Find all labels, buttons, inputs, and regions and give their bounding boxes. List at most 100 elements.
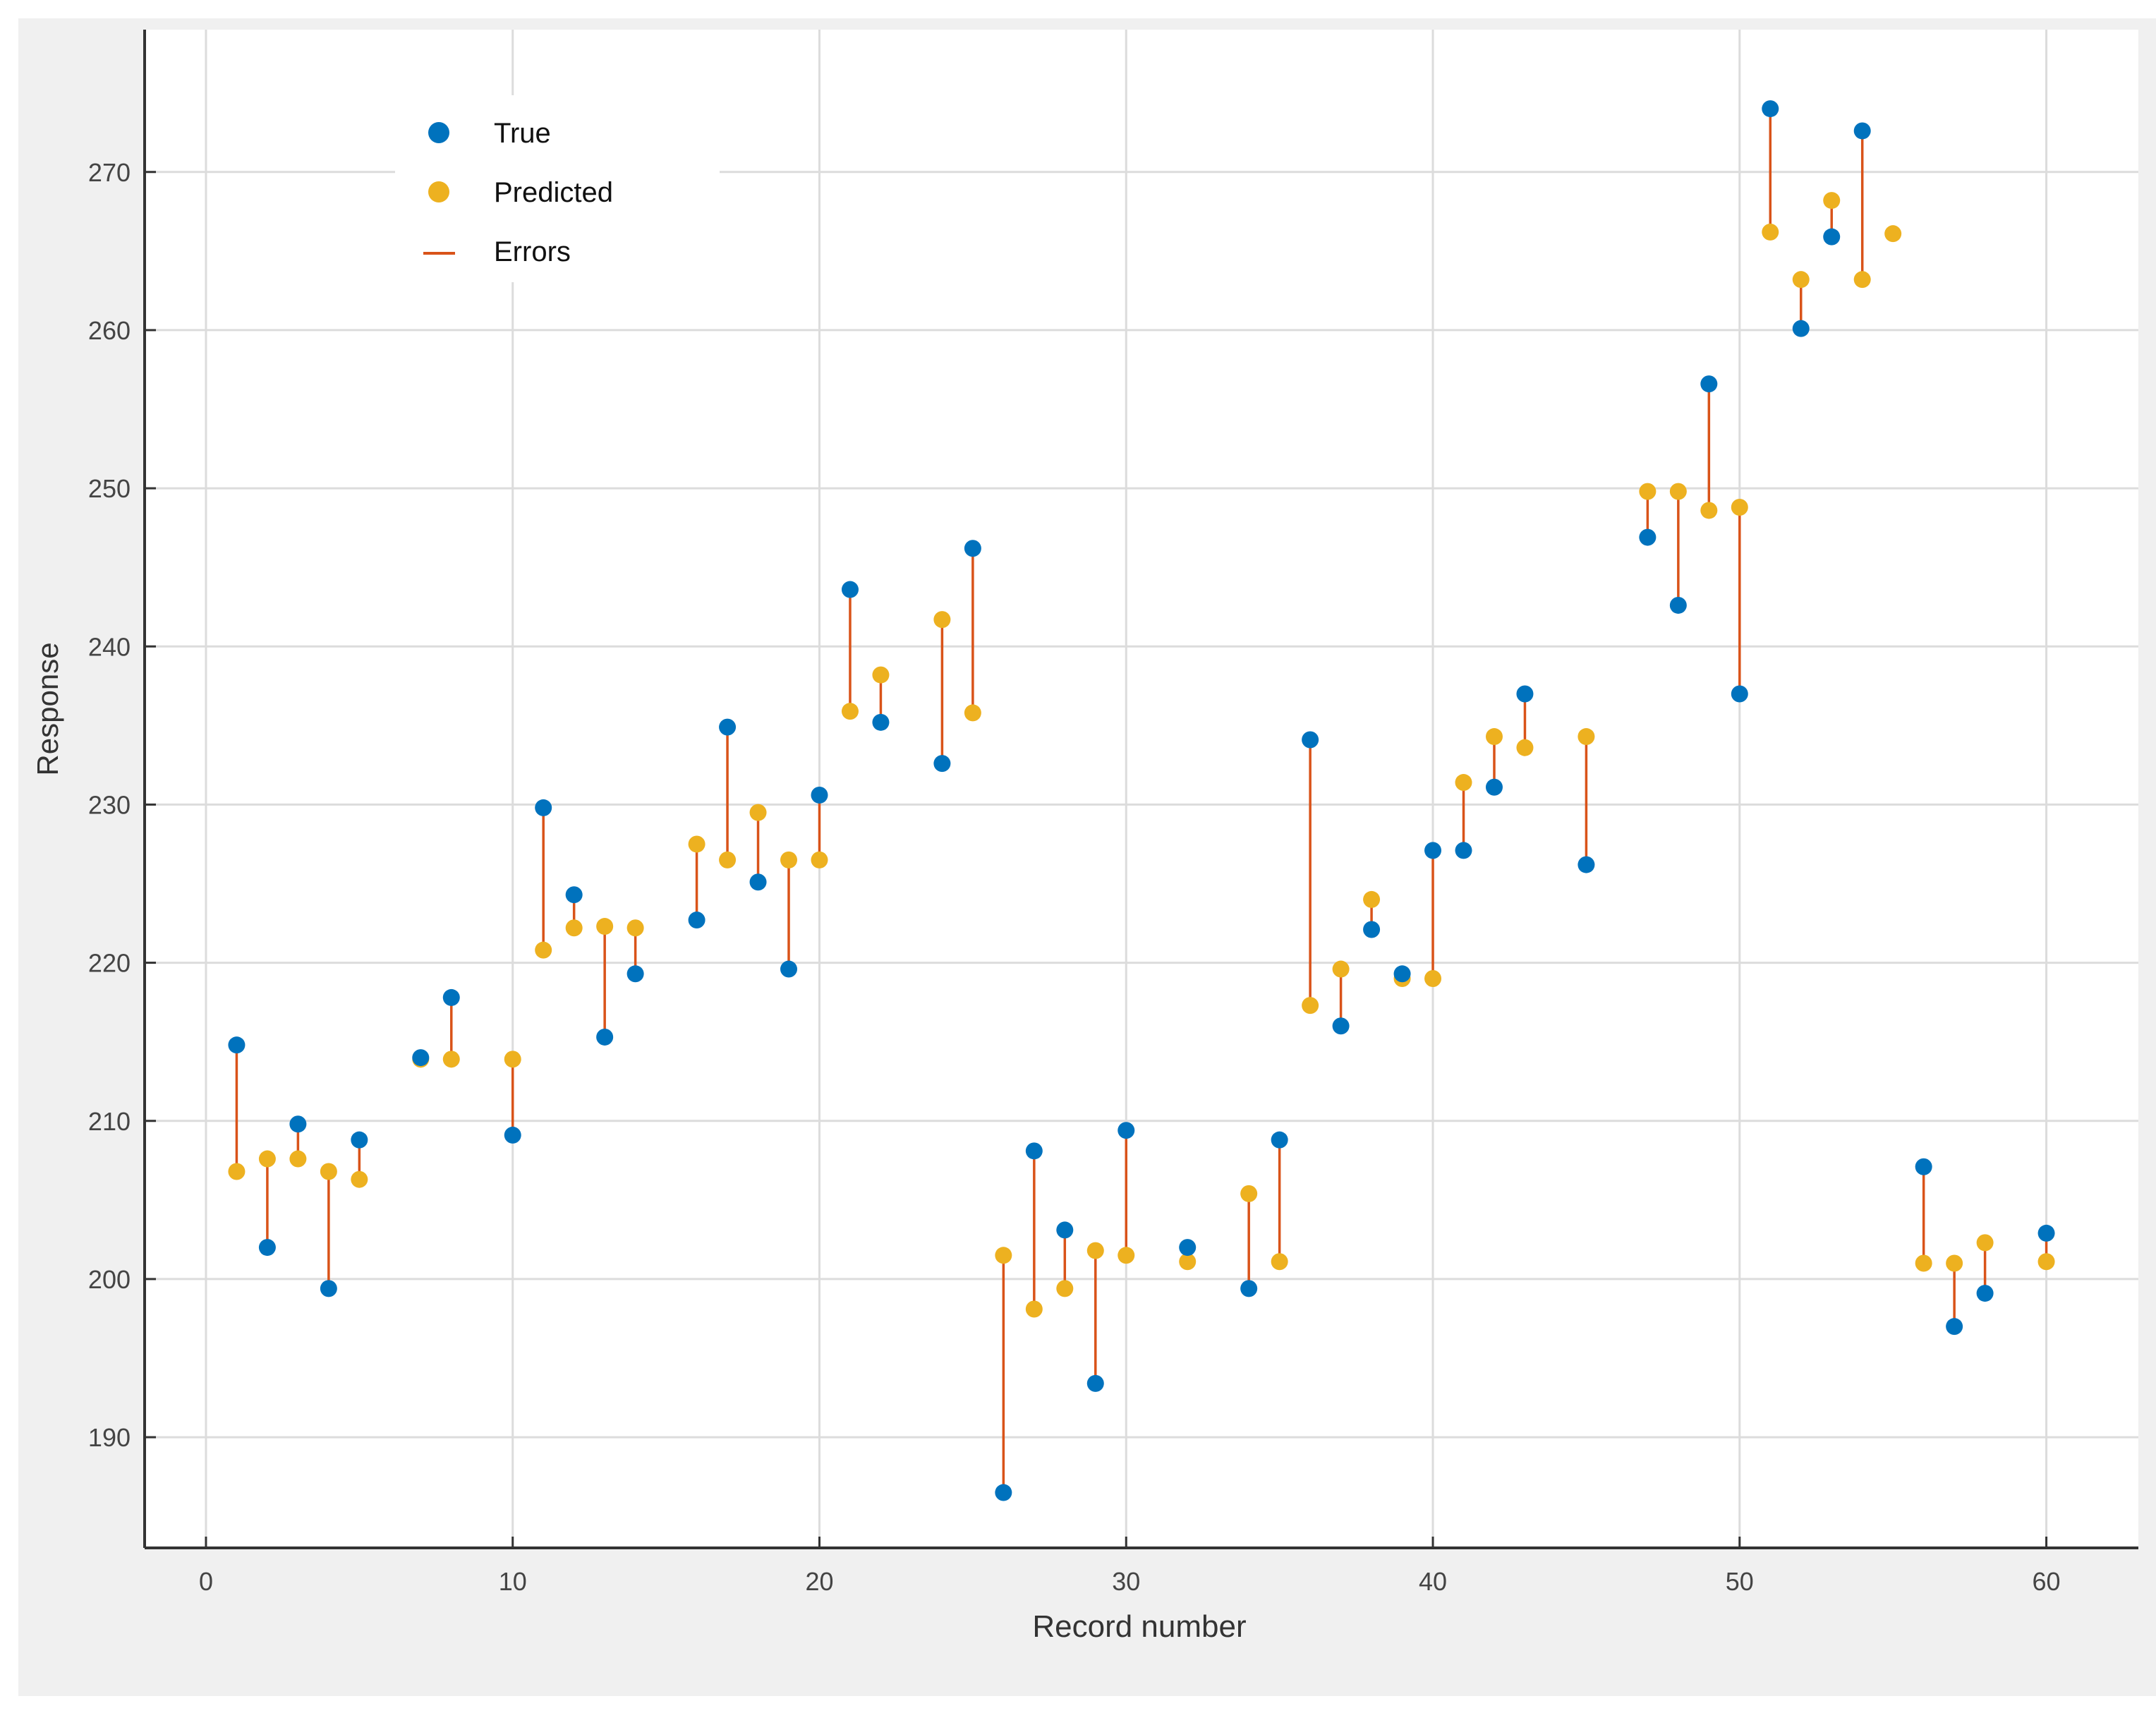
predicted-point	[1424, 970, 1442, 987]
predicted-point	[749, 804, 767, 821]
true-point	[1332, 1017, 1350, 1035]
y-tick-label: 240	[88, 632, 131, 661]
true-point	[1669, 596, 1687, 614]
true-point	[535, 799, 552, 816]
true-point	[1976, 1285, 1994, 1302]
predicted-point	[1915, 1254, 1932, 1272]
predicted-point	[1762, 223, 1779, 241]
true-point	[1762, 100, 1779, 118]
true-point	[811, 786, 828, 804]
predicted-point	[719, 851, 737, 868]
true-point	[1393, 965, 1411, 983]
predicted-point	[1118, 1247, 1135, 1264]
predicted-point	[320, 1163, 337, 1180]
true-point	[1179, 1239, 1197, 1257]
axes	[143, 30, 2138, 1549]
true-point	[442, 988, 460, 1006]
predicted-point	[1976, 1234, 1994, 1252]
predicted-point	[626, 919, 644, 937]
y-tick-label: 270	[88, 158, 131, 187]
true-point	[504, 1126, 521, 1144]
y-tick-label: 260	[88, 316, 131, 345]
y-tick-label: 220	[88, 949, 131, 978]
true-point	[320, 1280, 337, 1297]
true-point	[1639, 528, 1657, 546]
x-tick-label: 60	[2033, 1567, 2061, 1596]
predicted-point	[1639, 483, 1657, 500]
true-point	[1056, 1221, 1074, 1239]
y-axis-label: Response	[31, 642, 64, 775]
true-point	[1363, 921, 1381, 938]
legend-true-label: True	[494, 118, 551, 149]
predicted-point	[1792, 271, 1810, 289]
true-point	[841, 581, 859, 598]
predicted-point	[1271, 1253, 1288, 1271]
predicted-point	[2037, 1253, 2055, 1271]
predicted-point	[1884, 225, 1902, 243]
legend-box	[395, 95, 720, 282]
true-point	[351, 1131, 368, 1149]
predicted-point	[841, 703, 859, 720]
predicted-point	[995, 1247, 1012, 1264]
true-point	[1731, 685, 1748, 703]
x-tick-label: 30	[1112, 1567, 1140, 1596]
predicted-point	[1485, 728, 1503, 746]
true-point	[258, 1239, 276, 1257]
predicted-point	[964, 704, 981, 722]
true-point	[1823, 228, 1841, 246]
true-point	[1086, 1374, 1104, 1392]
true-point	[1424, 842, 1442, 859]
predicted-point	[1853, 271, 1871, 289]
legend-errors-label: Errors	[494, 236, 571, 267]
true-point	[1577, 856, 1595, 873]
true-point	[565, 886, 583, 904]
predicted-point	[442, 1051, 460, 1068]
true-point	[1853, 122, 1871, 140]
x-tick-label: 0	[199, 1567, 213, 1596]
true-point	[1700, 375, 1718, 393]
true-point	[1792, 320, 1810, 337]
true-point	[1455, 842, 1472, 859]
legend-predicted-label: Predicted	[494, 177, 613, 208]
true-point	[412, 1049, 430, 1067]
predicted-point	[780, 851, 798, 868]
y-tick-label: 230	[88, 790, 131, 819]
predicted-point	[1516, 739, 1534, 756]
true-point	[626, 965, 644, 983]
predicted-point	[1823, 192, 1841, 210]
grid	[145, 30, 2138, 1548]
predicted-point	[351, 1170, 368, 1188]
true-point	[964, 540, 981, 557]
predicted-point	[258, 1150, 276, 1168]
predicted-point	[565, 919, 583, 937]
true-point	[1025, 1142, 1043, 1160]
predicted-point	[1577, 728, 1595, 746]
true-point	[719, 718, 737, 736]
y-tick-label: 190	[88, 1423, 131, 1452]
y-tick-label: 210	[88, 1107, 131, 1136]
predicted-point	[1240, 1185, 1258, 1202]
predicted-point	[1302, 997, 1319, 1015]
predicted-point	[535, 941, 552, 959]
true-point	[933, 755, 951, 773]
predicted-point	[1086, 1242, 1104, 1259]
predicted-point	[811, 851, 828, 868]
x-tick-label: 10	[499, 1567, 527, 1596]
predicted-point	[1056, 1280, 1074, 1297]
predicted-point	[228, 1163, 246, 1180]
predicted-point	[1025, 1300, 1043, 1318]
predicted-point	[1455, 774, 1472, 792]
predicted-point	[1700, 502, 1718, 519]
true-point	[1118, 1122, 1135, 1139]
predicted-point	[1363, 890, 1381, 908]
true-point	[1240, 1280, 1258, 1297]
tick-labels: 0 10 20 30 40 50 60 190 200 210 220 230 240 250 260 270	[88, 158, 2061, 1596]
true-point	[1915, 1158, 1932, 1175]
true-point	[1302, 731, 1319, 749]
y-tick-label: 200	[88, 1265, 131, 1294]
true-point	[1485, 778, 1503, 796]
legend-true-swatch	[428, 122, 449, 143]
true-point	[1516, 685, 1534, 703]
x-axis-label: Record number	[1032, 1609, 1246, 1644]
